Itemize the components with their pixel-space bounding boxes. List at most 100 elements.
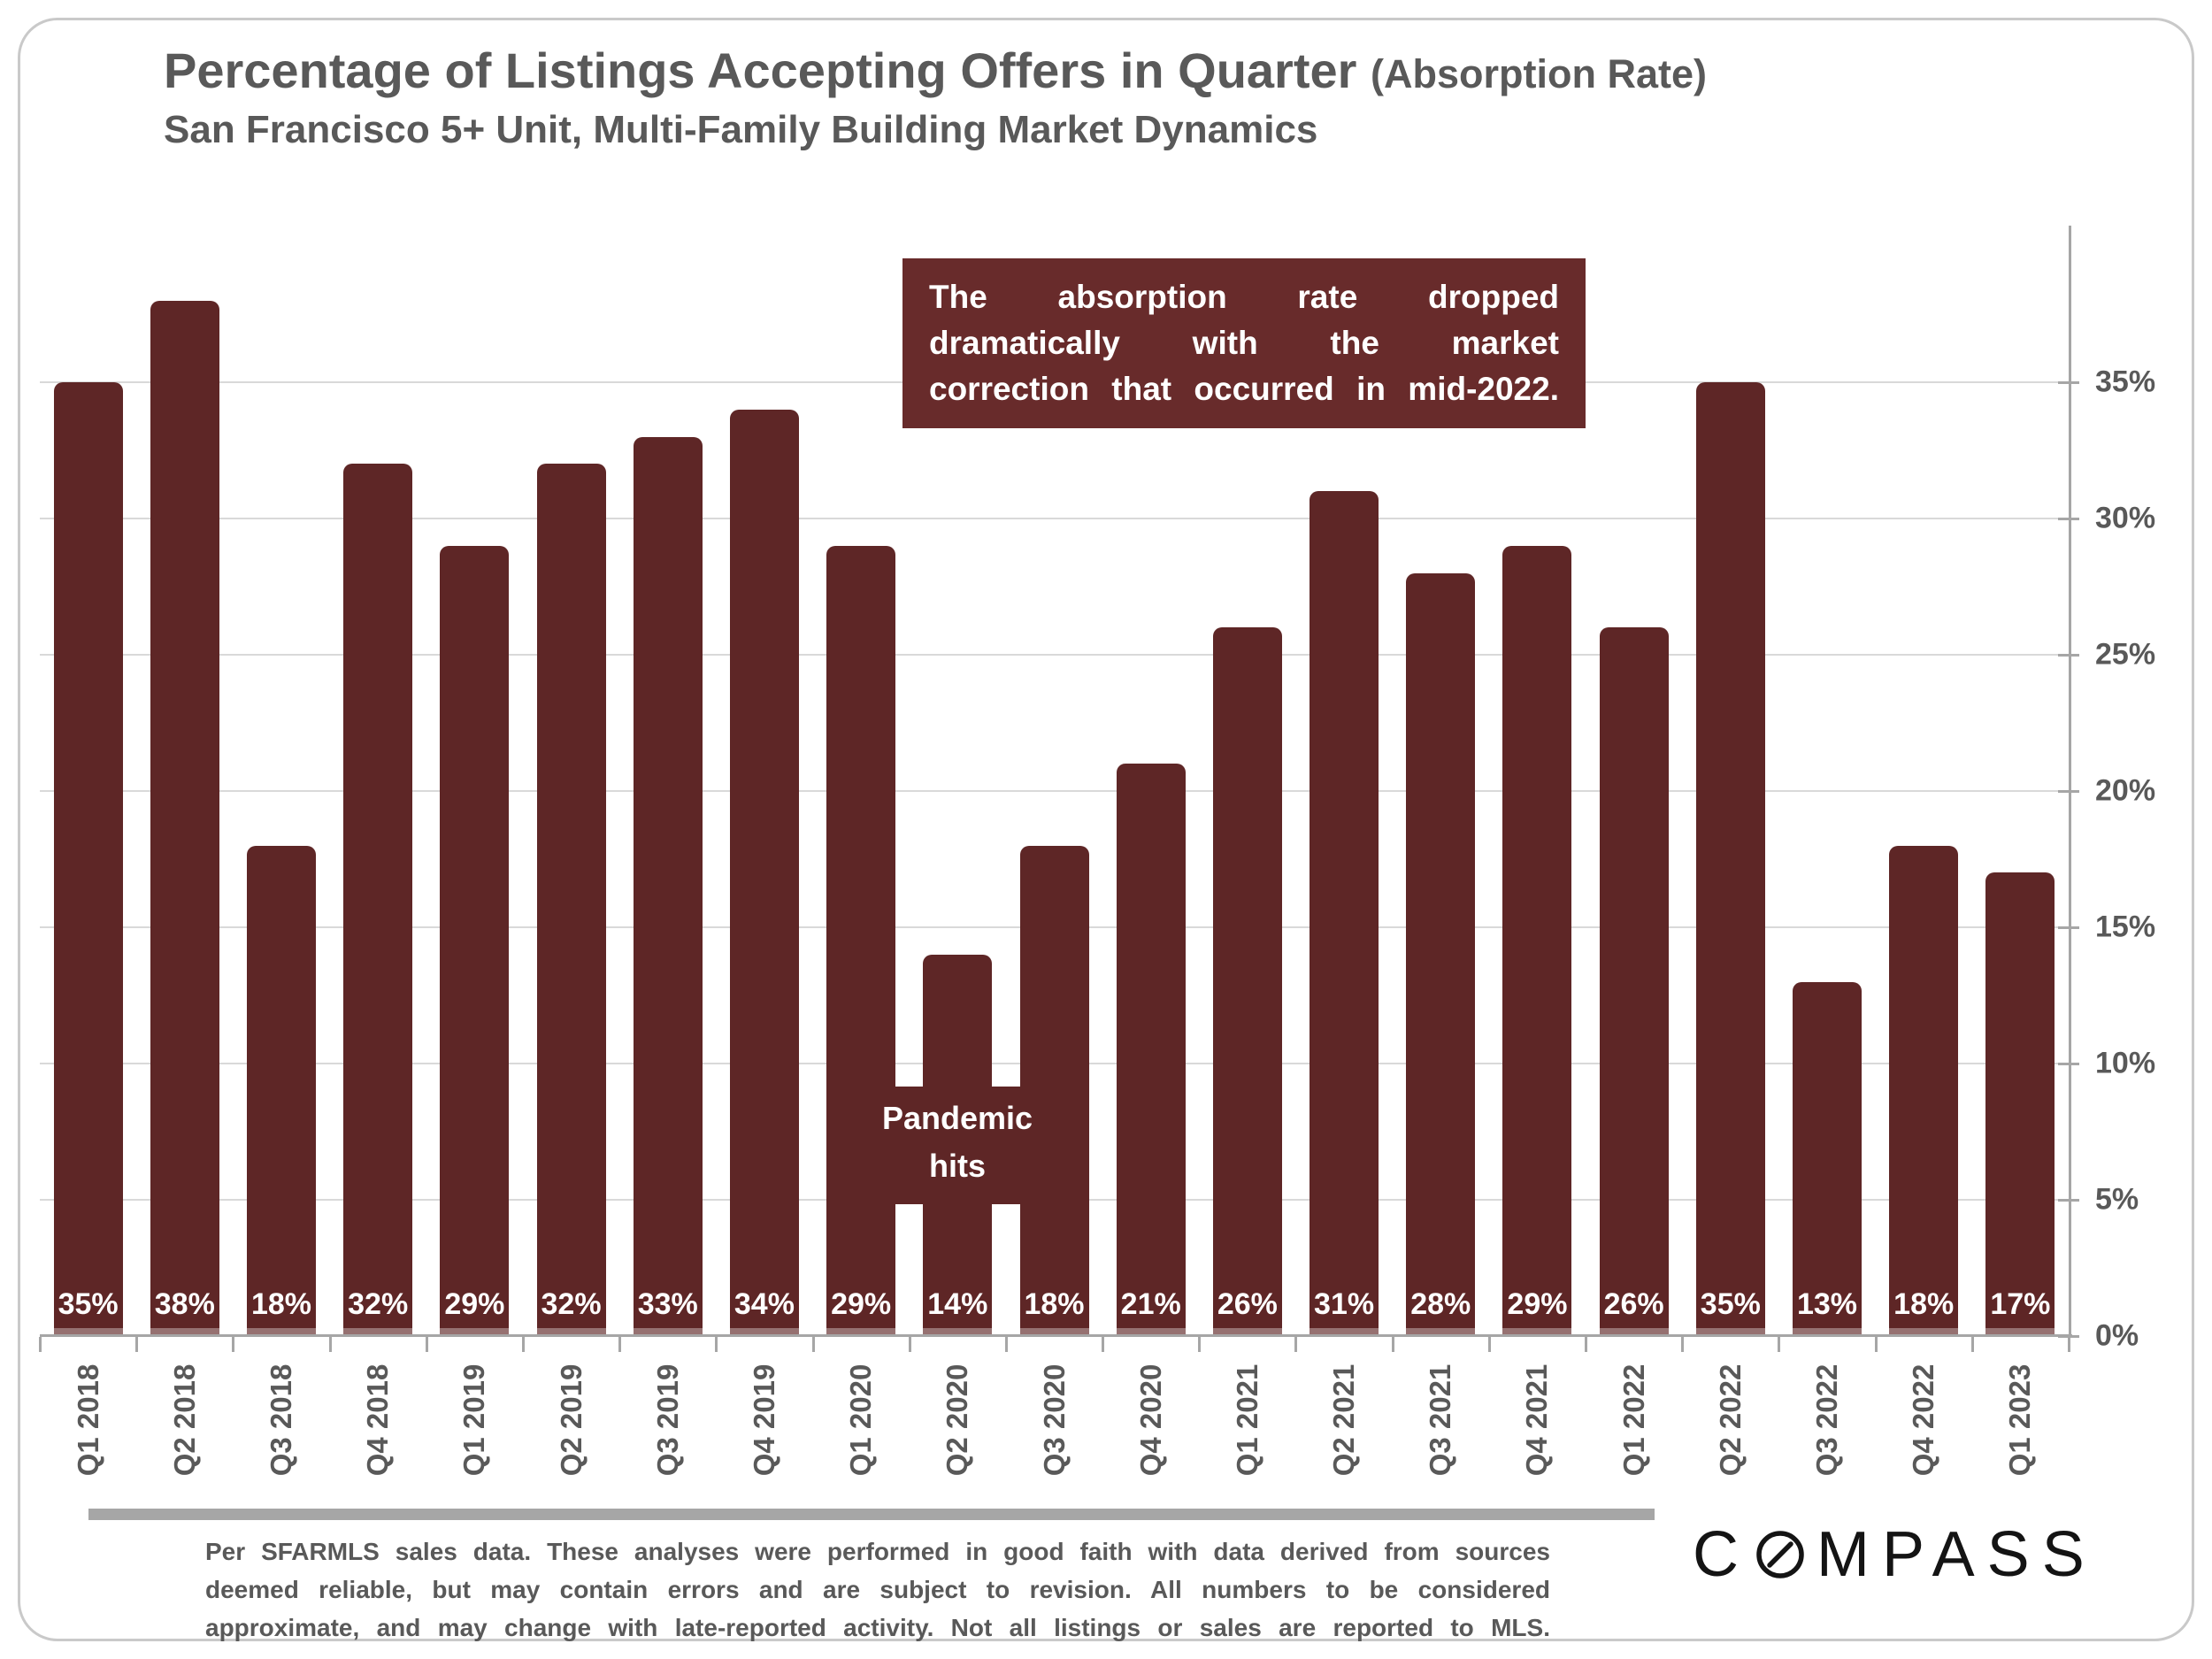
- y-label-25%: 25%: [2095, 637, 2156, 672]
- bar-value-label: 29%: [1507, 1287, 1568, 1321]
- bar-q3-2019: 33%: [633, 436, 703, 1337]
- x-tick: [1970, 1337, 1974, 1352]
- x-tick: [1198, 1337, 1202, 1352]
- x-tick: [135, 1337, 139, 1352]
- bar-value-label: 32%: [348, 1287, 409, 1321]
- x-label-q2-2018: Q2 2018: [167, 1363, 201, 1477]
- gridline-20pct: [40, 790, 2069, 792]
- bar-value-label: 34%: [733, 1287, 795, 1321]
- x-label-q2-2022: Q2 2022: [1713, 1363, 1747, 1477]
- compass-logo-letter-c: C: [1693, 1519, 1751, 1590]
- x-label-q1-2021: Q1 2021: [1230, 1363, 1263, 1477]
- disclaimer-line: approximate, and may change with late-re…: [205, 1614, 1550, 1641]
- bar-value-label: 38%: [154, 1287, 215, 1321]
- page-title-text: Percentage of Listings Accepting Offers …: [164, 42, 1357, 98]
- y-tick-25%: [2058, 654, 2079, 657]
- y-tick-20%: [2058, 790, 2079, 793]
- bar-value-label: 28%: [1410, 1287, 1471, 1321]
- x-label-q2-2021: Q2 2021: [1327, 1363, 1361, 1477]
- x-label-q1-2023: Q1 2023: [2003, 1363, 2037, 1477]
- pandemic-hits-annotation: Pandemic hits: [826, 1087, 1088, 1204]
- bar-value-label: 26%: [1217, 1287, 1278, 1321]
- x-tick: [1391, 1337, 1394, 1352]
- y-tick-0%: [2058, 1335, 2079, 1338]
- x-axis-line: [40, 1334, 2072, 1337]
- page-title: Percentage of Listings Accepting Offers …: [164, 42, 1707, 99]
- x-label-q1-2018: Q1 2018: [71, 1363, 104, 1477]
- x-label-q4-2018: Q4 2018: [361, 1363, 395, 1477]
- bar-q3-2021: 28%: [1406, 572, 1476, 1337]
- x-tick: [1487, 1337, 1491, 1352]
- y-tick-15%: [2058, 926, 2079, 929]
- x-tick: [232, 1337, 235, 1352]
- y-tick-30%: [2058, 518, 2079, 520]
- plot-area: 35% 38% 18% 32% 29% 32% 33% 34% 29% 14% 18% 21% 26% 3…: [40, 221, 2069, 1337]
- bar-q2-2021: 31%: [1310, 491, 1379, 1336]
- x-tick: [1294, 1337, 1298, 1352]
- x-tick: [1102, 1337, 1105, 1352]
- bar-q1-2019: 29%: [440, 545, 510, 1337]
- bar-q1-2018: 35%: [53, 382, 123, 1336]
- bar-q1-2023: 17%: [1985, 872, 2055, 1336]
- x-tick: [908, 1337, 911, 1352]
- x-tick: [1681, 1337, 1685, 1352]
- x-tick: [521, 1337, 525, 1352]
- x-tick: [811, 1337, 815, 1352]
- x-tick: [1585, 1337, 1588, 1352]
- y-axis-line: [2069, 226, 2071, 1337]
- bar-q1-2022: 26%: [1599, 627, 1669, 1336]
- y-label-10%: 10%: [2095, 1046, 2156, 1080]
- y-label-20%: 20%: [2095, 773, 2156, 808]
- bar-q3-2018: 18%: [246, 845, 316, 1337]
- bar-q4-2021: 29%: [1502, 545, 1572, 1337]
- bar-q1-2020: 29%: [826, 545, 896, 1337]
- gridline-25pct: [40, 654, 2069, 656]
- x-label-q2-2019: Q2 2019: [554, 1363, 588, 1477]
- x-label-q4-2020: Q4 2020: [1133, 1363, 1167, 1477]
- bar-q4-2020: 21%: [1116, 764, 1186, 1336]
- bar-value-label: 35%: [58, 1287, 119, 1321]
- x-label-q3-2018: Q3 2018: [264, 1363, 297, 1477]
- x-label-q4-2019: Q4 2019: [747, 1363, 780, 1477]
- x-tick: [715, 1337, 718, 1352]
- callout-line: The absorption rate dropped: [929, 279, 1559, 315]
- y-tick-10%: [2058, 1063, 2079, 1065]
- x-tick: [425, 1337, 428, 1352]
- bar-q1-2021: 26%: [1212, 627, 1282, 1336]
- gridline-30pct: [40, 518, 2069, 519]
- bar-value-label: 33%: [637, 1287, 698, 1321]
- y-label-35%: 35%: [2095, 365, 2156, 399]
- disclaimer-line: deemed reliable, but may contain errors …: [205, 1576, 1550, 1603]
- x-tick: [1874, 1337, 1878, 1352]
- x-label-q3-2020: Q3 2020: [1037, 1363, 1071, 1477]
- x-label-q1-2019: Q1 2019: [457, 1363, 491, 1477]
- y-tick-35%: [2058, 381, 2079, 384]
- bar-value-label: 18%: [1024, 1287, 1085, 1321]
- compass-logo: C MPASS: [1693, 1519, 2097, 1590]
- bar-q2-2019: 32%: [536, 464, 606, 1336]
- x-tick: [39, 1337, 42, 1352]
- x-tick: [1778, 1337, 1781, 1352]
- bar-value-label: 13%: [1796, 1287, 1858, 1321]
- y-label-30%: 30%: [2095, 501, 2156, 535]
- y-label-0%: 0%: [2095, 1318, 2139, 1353]
- bar-value-label: 31%: [1314, 1287, 1375, 1321]
- footer-divider: [88, 1509, 1655, 1520]
- title-block: Percentage of Listings Accepting Offers …: [164, 42, 1707, 152]
- disclaimer-line: Per SFARMLS sales data. These analyses w…: [205, 1538, 1550, 1565]
- x-label-q3-2022: Q3 2022: [1810, 1363, 1844, 1477]
- x-label-q2-2020: Q2 2020: [941, 1363, 974, 1477]
- callout-line: dramatically with the market: [929, 325, 1559, 361]
- y-label-15%: 15%: [2095, 910, 2156, 944]
- bar-value-label: 32%: [541, 1287, 602, 1321]
- x-label-q3-2021: Q3 2021: [1424, 1363, 1457, 1477]
- bar-value-label: 21%: [1120, 1287, 1181, 1321]
- x-tick: [328, 1337, 332, 1352]
- bar-q4-2018: 32%: [343, 464, 413, 1336]
- x-tick: [2068, 1337, 2070, 1352]
- y-label-5%: 5%: [2095, 1182, 2139, 1217]
- x-label-q4-2021: Q4 2021: [1520, 1363, 1554, 1477]
- compass-logo-letters-mpass: MPASS: [1816, 1519, 2097, 1590]
- bar-value-label: 17%: [1990, 1287, 2051, 1321]
